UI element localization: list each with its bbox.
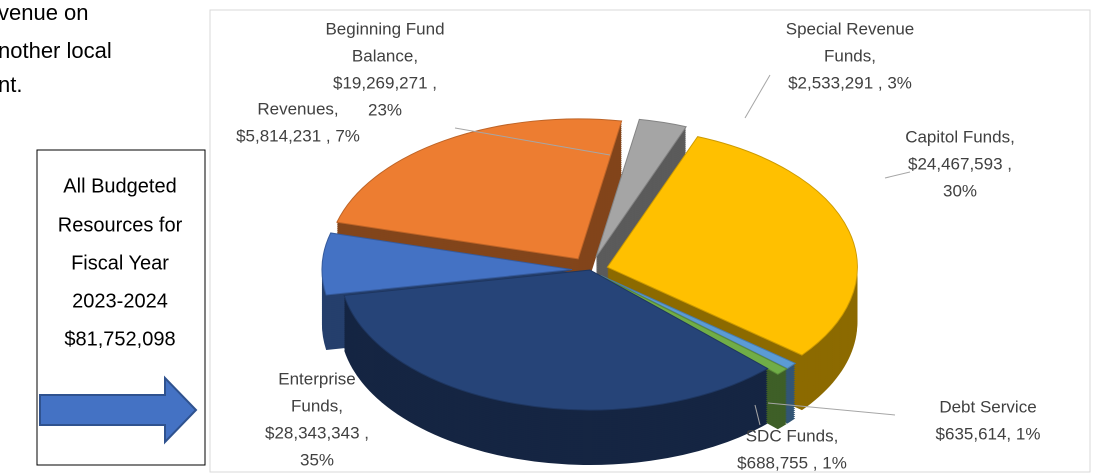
data-label: Funds, <box>291 396 343 415</box>
slice <box>599 275 788 375</box>
data-label: $19,269,271 , <box>333 73 437 92</box>
callout-text: All Budgeted <box>63 175 176 197</box>
data-label: Beginning Fund <box>325 19 444 38</box>
arrow <box>39 375 198 445</box>
data-label: Special Revenue <box>786 19 915 38</box>
data-label: $2,533,291 , 3% <box>788 73 912 92</box>
callout-text: Resources for <box>58 214 183 236</box>
data-label: 35% <box>300 450 334 469</box>
data-label: 23% <box>368 100 402 119</box>
data-label: Enterprise <box>278 369 355 388</box>
slice <box>343 269 769 411</box>
callout-text: Fiscal Year <box>71 252 169 274</box>
callout-text: 2023-2024 <box>72 290 168 312</box>
data-label: Revenues, <box>257 99 338 118</box>
leader-line <box>754 404 761 426</box>
slice <box>321 232 573 296</box>
slice <box>595 118 687 258</box>
doc-text: nother local <box>0 38 112 63</box>
data-label: $635,614, 1% <box>936 424 1041 443</box>
leader-line <box>744 74 771 119</box>
slice <box>336 118 623 260</box>
callout-text: $81,752,098 <box>64 328 175 350</box>
data-label: $24,467,593 , <box>908 154 1012 173</box>
doc-text: venue on <box>0 0 89 25</box>
data-label: $28,343,343 , <box>265 423 369 442</box>
data-label: $5,814,231 , 7% <box>236 126 360 145</box>
slice <box>606 136 858 356</box>
leader-line <box>454 127 611 156</box>
data-label: Balance, <box>352 46 418 65</box>
leader-line <box>884 171 911 179</box>
data-label: Capitol Funds, <box>905 127 1015 146</box>
data-label: Funds, <box>824 46 876 65</box>
data-label: SDC Funds, <box>746 426 839 445</box>
doc-text: nt. <box>0 72 22 97</box>
data-label: Debt Service <box>939 397 1036 416</box>
data-label: 30% <box>943 181 977 200</box>
data-label: $688,755 , 1% <box>737 453 847 472</box>
leader-line <box>767 402 896 416</box>
